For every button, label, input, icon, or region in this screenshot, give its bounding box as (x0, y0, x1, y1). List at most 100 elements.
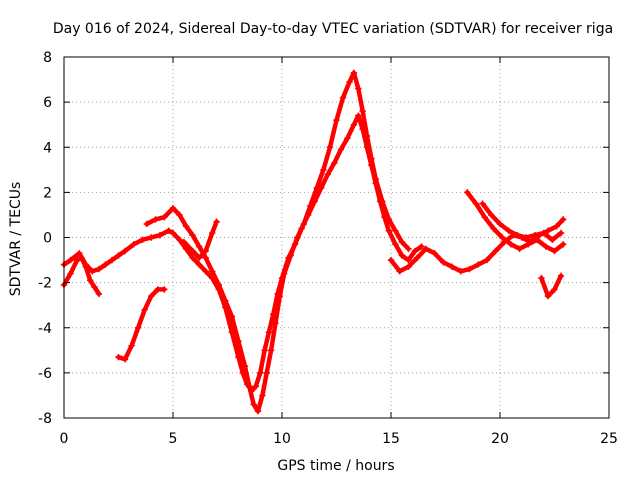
data-point-marker (76, 250, 83, 257)
data-point-marker (498, 234, 506, 241)
data-point-marker (496, 220, 504, 228)
data-point-marker (176, 211, 183, 219)
data-point-marker (368, 155, 375, 162)
data-point-marker (479, 200, 486, 207)
data-point-marker (195, 243, 203, 250)
data-point-marker (350, 69, 358, 76)
data-point-marker (557, 272, 565, 280)
data-point-marker (544, 227, 552, 234)
data-point-marker (488, 211, 495, 219)
data-point-marker (363, 132, 371, 140)
data-point-marker (560, 241, 567, 248)
data-point-marker (280, 270, 288, 277)
data-point-marker (148, 234, 155, 241)
data-point-marker (411, 247, 419, 255)
data-point-marker (176, 236, 183, 243)
axis-ticks: 0 5 10 15 20 25 -8 -6 -4 -2 0 2 4 6 8 (38, 50, 618, 447)
data-point-marker (448, 263, 456, 271)
data-point-marker (385, 216, 393, 223)
series-line (116, 287, 167, 362)
x-tick-label: 10 (273, 431, 291, 447)
series-track-i (538, 272, 565, 300)
x-tick-label: 5 (169, 431, 178, 447)
x-tick-label: 0 (60, 431, 69, 447)
data-point-marker (209, 268, 216, 275)
chart-title: Day 016 of 2024, Sidereal Day-to-day VTE… (53, 21, 613, 37)
data-point-marker (422, 245, 430, 252)
data-point-marker (121, 247, 129, 255)
y-tick-label: -4 (38, 321, 52, 337)
data-point-marker (161, 213, 168, 221)
data-point-marker (156, 232, 164, 239)
data-point-marker (333, 116, 340, 124)
data-point-marker (413, 254, 421, 262)
data-point-marker (522, 234, 530, 241)
data-point-marker (241, 362, 249, 370)
data-point-marker (143, 220, 151, 228)
data-point-marker (431, 250, 438, 257)
data-point-marker (307, 202, 314, 210)
data-point-marker (355, 112, 362, 119)
y-tick-label: 8 (43, 50, 52, 66)
data-point-marker (350, 121, 358, 128)
series-track-h (479, 200, 565, 243)
data-point-marker (405, 245, 412, 252)
data-point-marker (235, 338, 242, 345)
data-point-marker (161, 286, 168, 293)
data-point-marker (141, 306, 148, 313)
data-point-marker (440, 259, 447, 266)
data-point-marker (313, 184, 321, 192)
data-point-marker (372, 175, 379, 183)
data-point-marker (250, 401, 257, 408)
data-point-marker (189, 254, 196, 262)
x-tick-label: 25 (600, 431, 618, 447)
data-point-marker (525, 241, 532, 248)
data-point-marker (483, 256, 491, 264)
data-point-marker (490, 225, 497, 232)
series-line (388, 217, 566, 274)
series-line (480, 201, 564, 243)
series-track-g (464, 189, 567, 255)
y-tick-label: 0 (43, 231, 52, 247)
data-point-marker (115, 353, 122, 361)
data-point-marker (95, 265, 103, 273)
data-point-marker (222, 297, 229, 304)
y-tick-label: 6 (43, 95, 52, 111)
data-point-marker (209, 229, 216, 237)
data-point-marker (86, 277, 94, 284)
data-point-marker (246, 383, 253, 390)
data-point-marker (475, 261, 482, 268)
data-point-marker (557, 229, 565, 237)
data-point-marker (213, 218, 220, 225)
data-point-marker (169, 229, 177, 237)
data-point-marker (355, 85, 362, 92)
data-point-marker (195, 261, 203, 268)
data-point-marker (396, 268, 403, 275)
data-point-marker (533, 236, 541, 243)
x-tick-label: 20 (491, 431, 509, 447)
data-point-marker (531, 232, 539, 239)
data-point-marker (165, 227, 172, 234)
data-point-marker (115, 252, 122, 259)
data-point-marker (228, 313, 236, 320)
data-point-marker (287, 252, 294, 259)
data-point-marker (464, 189, 471, 196)
data-point-marker (261, 347, 268, 354)
data-point-marker (215, 281, 222, 289)
series-line (465, 190, 566, 254)
data-point-marker (481, 213, 488, 221)
data-point-marker (359, 107, 366, 115)
data-point-marker (549, 236, 556, 243)
data-point-marker (294, 234, 301, 241)
data-point-marker (540, 229, 547, 237)
y-axis-label: SDTVAR / TECUs (8, 182, 24, 297)
data-point-marker (67, 270, 74, 277)
data-point-marker (398, 238, 406, 246)
data-point-marker (130, 241, 137, 248)
data-point-marker (252, 383, 260, 390)
data-point-marker (265, 329, 273, 336)
data-point-marker (254, 408, 262, 415)
data-point-marker (387, 256, 395, 264)
data-point-marker (139, 236, 146, 243)
data-point-marker (300, 220, 307, 228)
